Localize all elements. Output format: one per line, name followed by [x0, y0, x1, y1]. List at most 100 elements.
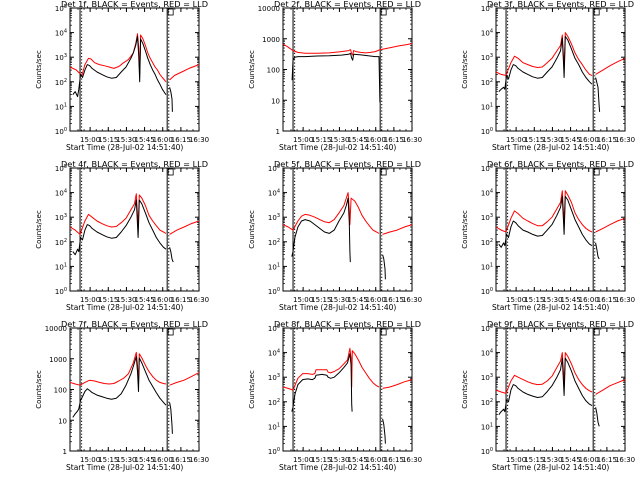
x-tick-label: 15:45 — [134, 136, 154, 144]
y-tick-label: 105 — [268, 324, 280, 333]
y-tick-label: 100 — [267, 67, 280, 75]
x-tick-label: 16:15 — [597, 136, 617, 144]
marker-flag — [380, 328, 387, 336]
x-tick-label: 15:15 — [98, 456, 118, 464]
x-tick-label: 16:30 — [402, 296, 422, 304]
x-tick-label: 16:30 — [615, 136, 635, 144]
y-tick-label: 1000 — [262, 36, 280, 44]
lld-series-line — [595, 217, 626, 233]
x-tick-label: 16:15 — [171, 456, 191, 464]
y-tick-label: 100 — [55, 287, 67, 296]
panel-title: Det 5f, BLACK = Events, RED = LLD — [274, 159, 421, 169]
plot-frame — [69, 167, 200, 292]
y-tick-label: 103 — [481, 213, 493, 222]
plot-frame — [282, 167, 413, 292]
x-axis-label: Start Time (28-Jul-02 14:51:40) — [492, 143, 609, 152]
y-tick-label: 100 — [268, 447, 280, 456]
lld-series-line — [382, 224, 413, 235]
marker-flag — [167, 168, 174, 176]
detector-panel: Det 8f, BLACK = Events, RED = LLD 100 101 1… — [248, 319, 422, 472]
y-tick-label: 1 — [63, 448, 67, 456]
events-series-line — [595, 407, 600, 427]
x-tick-label: 15:15 — [524, 296, 544, 304]
x-tick-label: 16:00 — [579, 456, 599, 464]
x-tick-label: 15:30 — [116, 296, 136, 304]
x-tick-label: 15:30 — [329, 136, 349, 144]
x-tick-label: 16:30 — [402, 456, 422, 464]
y-tick-label: 104 — [268, 189, 280, 198]
events-series-line — [72, 356, 167, 418]
panel-title: Det 7f, BLACK = Events, RED = LLD — [61, 319, 208, 329]
x-axis-label: Start Time (28-Jul-02 14:51:40) — [279, 463, 396, 472]
y-tick-label: 105 — [481, 324, 493, 333]
plot-frame — [495, 167, 626, 292]
y-tick-label: 104 — [268, 349, 280, 358]
y-tick-label: 101 — [55, 262, 67, 271]
detector-panel: Det 1f, BLACK = Events, RED = LLD 100 101 1… — [35, 0, 209, 152]
x-tick-label: 15:15 — [98, 296, 118, 304]
y-axis-label: Counts/sec — [461, 210, 469, 249]
lld-series-line — [169, 64, 200, 81]
x-tick-label: 15:15 — [311, 296, 331, 304]
x-tick-label: 16:00 — [366, 136, 386, 144]
y-tick-label: 100 — [481, 447, 493, 456]
y-tick-label: 104 — [481, 189, 493, 198]
x-tick-label: 15:45 — [347, 456, 367, 464]
lld-series-line — [495, 352, 593, 394]
detector-panel: Det 6f, BLACK = Events, RED = LLD 100 101 1… — [461, 159, 635, 312]
x-tick-label: 15:45 — [134, 456, 154, 464]
x-tick-label: 15:45 — [560, 136, 580, 144]
x-tick-label: 16:15 — [384, 136, 404, 144]
y-tick-label: 104 — [481, 349, 493, 358]
panel-title: Det 9f, BLACK = Events, RED = LLD — [487, 319, 634, 329]
x-tick-label: 15:45 — [134, 296, 154, 304]
y-tick-label: 105 — [55, 164, 67, 173]
y-tick-label: 104 — [55, 189, 67, 198]
events-series-line — [72, 199, 167, 256]
y-tick-label: 101 — [268, 262, 280, 271]
y-tick-label: 102 — [481, 78, 493, 87]
events-series-line — [498, 35, 593, 92]
y-tick-label: 1000 — [49, 356, 67, 364]
events-series-line — [291, 197, 351, 263]
events-series-line — [169, 247, 174, 263]
x-tick-label: 16:15 — [171, 296, 191, 304]
x-tick-label: 15:45 — [560, 456, 580, 464]
x-axis-label: Start Time (28-Jul-02 14:51:40) — [279, 143, 396, 152]
x-tick-label: 16:15 — [384, 456, 404, 464]
x-tick-label: 16:30 — [189, 456, 209, 464]
y-axis-label: Counts/sec — [248, 370, 256, 409]
x-tick-label: 16:00 — [153, 456, 173, 464]
x-tick-label: 15:30 — [542, 456, 562, 464]
lld-series-line — [169, 372, 200, 386]
y-tick-label: 10000 — [258, 5, 280, 13]
x-tick-label: 16:30 — [615, 296, 635, 304]
events-series-line — [72, 35, 167, 98]
y-tick-label: 104 — [481, 29, 493, 38]
x-tick-label: 15:30 — [329, 456, 349, 464]
y-tick-label: 105 — [268, 164, 280, 173]
plot-frame — [282, 7, 413, 132]
x-tick-label: 15:00 — [506, 456, 526, 464]
detector-panel: Det 2f, BLACK = Events, RED = LLD 1 10 100 1… — [248, 0, 422, 152]
y-tick-label: 101 — [481, 102, 493, 111]
y-tick-label: 100 — [54, 387, 67, 395]
x-axis-label: Start Time (28-Jul-02 14:51:40) — [66, 143, 183, 152]
lld-series-line — [169, 220, 200, 235]
lld-series-line — [382, 379, 413, 389]
x-tick-label: 15:00 — [293, 296, 313, 304]
y-tick-label: 100 — [55, 127, 67, 136]
lld-series-line — [595, 379, 626, 395]
y-axis-label: Counts/sec — [35, 210, 43, 249]
y-tick-label: 104 — [55, 29, 67, 38]
events-series-line — [498, 195, 593, 248]
marker-flag — [380, 168, 387, 176]
lld-series-line — [69, 193, 167, 235]
lld-series-line — [595, 57, 626, 75]
y-axis-label: Counts/sec — [248, 50, 256, 89]
x-tick-label: 15:00 — [80, 296, 100, 304]
events-series-line — [291, 52, 381, 103]
plot-frame — [69, 327, 200, 452]
lld-series-line — [495, 32, 593, 76]
events-series-line — [382, 418, 386, 444]
